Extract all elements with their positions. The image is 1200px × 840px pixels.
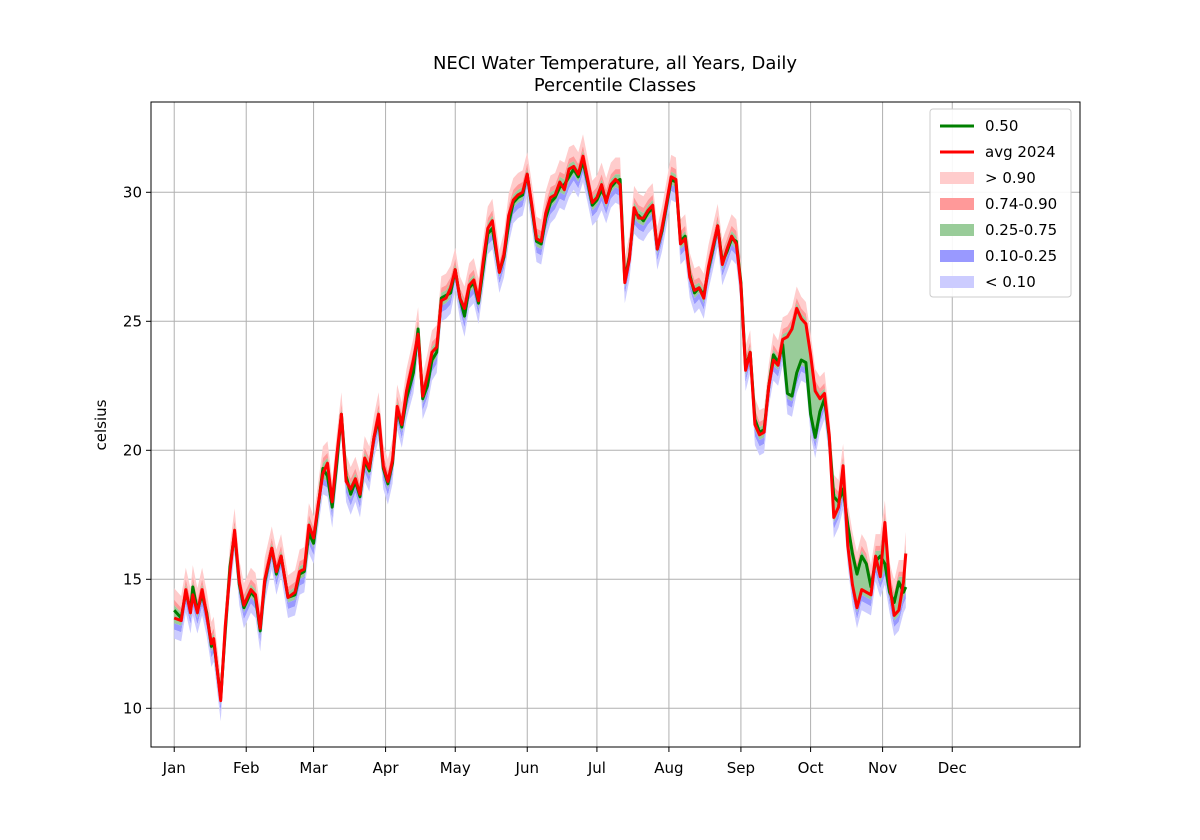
y-tick-label-4: 30 [123, 183, 142, 201]
series-avg-2024-line [173, 154, 908, 703]
legend-swatch-p25_75 [940, 224, 974, 236]
x-tick-label-6: Jul [587, 759, 606, 777]
chart-subtitle: Percentile Classes [534, 75, 696, 96]
y-axis-label: celsius [92, 399, 110, 450]
plot-frame [150, 101, 1081, 748]
legend-label-gt90: > 0.90 [985, 169, 1036, 187]
band-lt-0-10 [174, 173, 906, 722]
percentile-bands [174, 134, 906, 722]
y-tick-label-3: 25 [123, 312, 142, 330]
x-tick-label-5: Jun [515, 759, 539, 777]
x-tick-label-0: Jan [162, 759, 186, 777]
legend-label-p74_90: 0.74-0.90 [985, 195, 1057, 213]
legend-label-median: 0.50 [985, 117, 1018, 135]
x-tick-label-10: Nov [868, 759, 897, 777]
legend-swatch-p10_25 [940, 250, 974, 262]
legend-swatch-gt90 [940, 172, 974, 184]
x-tick-label-7: Aug [654, 759, 683, 777]
legend-swatch-p74_90 [940, 198, 974, 210]
x-tick-label-2: Mar [299, 759, 328, 777]
legend-label-p25_75: 0.25-0.75 [985, 221, 1057, 239]
x-tick-label-8: Sep [727, 759, 755, 777]
x-tick-label-1: Feb [233, 759, 260, 777]
legend-label-avg2024: avg 2024 [985, 143, 1056, 161]
series-lines [173, 154, 908, 703]
legend: 0.50 avg 2024 > 0.90 0.74-0.90 0.25-0.75 0.10… [929, 108, 1072, 298]
y-tick-label-1: 15 [123, 570, 142, 588]
x-tick-label-11: Dec [938, 759, 967, 777]
x-tick-label-9: Oct [798, 759, 824, 777]
legend-label-p10_25: 0.10-0.25 [985, 247, 1057, 265]
x-axis: Jan Feb Mar Apr May Jun Jul Aug Sep Oct Nov Dec [162, 747, 967, 777]
x-tick-label-4: May [440, 759, 471, 777]
x-tick-label-3: Apr [373, 759, 400, 777]
legend-label-lt10: < 0.10 [985, 273, 1036, 291]
band-gt-0-90 [174, 134, 906, 688]
y-tick-label-2: 20 [123, 441, 142, 459]
chart-title: NECI Water Temperature, all Years, Daily [433, 53, 797, 74]
plot-area [150, 101, 1081, 748]
legend-swatch-lt10 [940, 276, 974, 288]
y-axis: 10 15 20 25 30 [123, 183, 151, 717]
series-median-line [173, 159, 908, 700]
y-tick-label-0: 10 [123, 699, 142, 717]
